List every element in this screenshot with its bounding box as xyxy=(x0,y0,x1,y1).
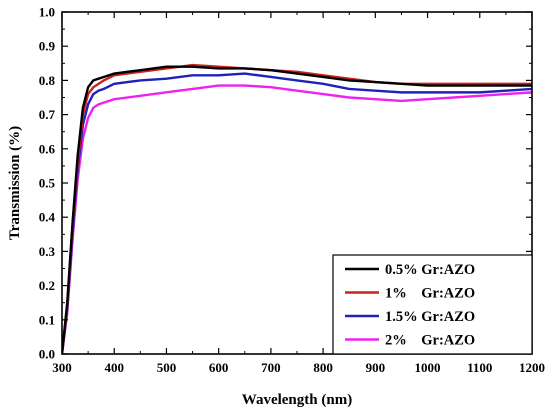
legend: 0.5% Gr:AZO 1% Gr:AZO 1.5% Gr:AZO 2% Gr:AZO xyxy=(332,254,533,355)
x-tick-label: 800 xyxy=(313,360,333,375)
x-tick-label: 1000 xyxy=(415,360,441,375)
y-tick-label: 0.0 xyxy=(39,347,55,362)
series-line-3 xyxy=(62,72,532,354)
x-tick-label: 600 xyxy=(209,360,229,375)
x-tick-label: 700 xyxy=(261,360,281,375)
x-tick-label: 1200 xyxy=(519,360,545,375)
legend-label-2: 1% Gr:AZO xyxy=(385,286,475,302)
y-tick-label: 0.2 xyxy=(39,278,55,293)
series-layer xyxy=(62,63,532,354)
y-tick-label: 0.4 xyxy=(39,210,56,225)
legend-label-3: 1.5% Gr:AZO xyxy=(385,309,475,325)
x-tick-label: 300 xyxy=(52,360,72,375)
y-tick-label: 0.7 xyxy=(39,107,56,122)
y-axis-title: Transmission (%) xyxy=(7,126,23,240)
y-tick-label: 0.6 xyxy=(39,141,56,156)
legend-label-4: 2% Gr:AZO xyxy=(385,333,475,349)
x-axis-title: Wavelength (nm) xyxy=(242,392,352,408)
series-line-4 xyxy=(62,84,532,354)
legend-box xyxy=(332,254,533,355)
x-tick-label: 1100 xyxy=(467,360,492,375)
y-tick-label: 0.9 xyxy=(39,39,56,54)
y-tick-label: 0.5 xyxy=(39,176,56,191)
y-tick-label: 0.3 xyxy=(39,244,56,259)
legend-label-1: 0.5% Gr:AZO xyxy=(385,262,475,278)
y-tick-label: 1.0 xyxy=(39,5,55,20)
y-tick-label: 0.8 xyxy=(39,73,56,88)
axes-layer: 300 400 500 600 700 800 900 1000 1100 1200 0.0 0.1 0… xyxy=(39,5,545,376)
y-tick-label: 0.1 xyxy=(39,312,55,327)
x-tick-label: 900 xyxy=(366,360,386,375)
x-tick-label: 500 xyxy=(157,360,177,375)
series-line-1 xyxy=(62,65,532,354)
series-line-2 xyxy=(62,63,532,354)
x-tick-label: 400 xyxy=(104,360,124,375)
